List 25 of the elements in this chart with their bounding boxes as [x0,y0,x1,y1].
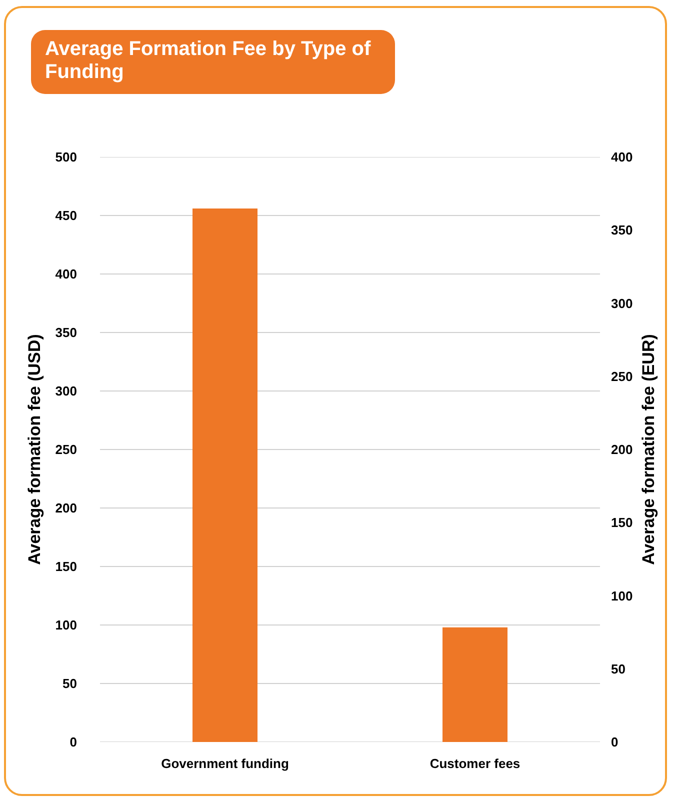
y2-tick-label: 400 [611,150,633,165]
x-tick-label: Government funding [161,756,289,771]
y-tick-label: 100 [55,618,77,633]
y2-axis-title: Average formation fee (EUR) [639,334,658,565]
y-tick-label: 350 [55,325,77,340]
y2-tick-label: 200 [611,442,633,458]
y2-tick-label: 150 [611,515,633,530]
y-tick-label: 450 [55,208,77,224]
y2-tick-label: 50 [611,661,626,676]
y2-tick-label: 0 [611,734,618,750]
y-tick-label: 250 [55,442,77,458]
x-tick-label: Customer fees [430,756,520,771]
y-tick-label: 150 [55,559,77,574]
y-tick-label: 400 [55,266,77,282]
chart-title: Average Formation Fee by Type of Funding [31,30,395,94]
y2-tick-label: 250 [611,368,633,384]
y2-tick-label: 350 [611,222,633,238]
y-tick-label: 300 [55,384,77,399]
y-axis-title: Average formation fee (USD) [24,334,44,565]
y2-tick-label: 300 [611,296,633,311]
y2-tick-label: 100 [611,588,633,604]
y-tick-label: 500 [55,150,77,165]
y-tick-label: 0 [70,734,77,750]
y-tick-label: 50 [62,676,77,692]
y-tick-label: 200 [55,500,77,516]
